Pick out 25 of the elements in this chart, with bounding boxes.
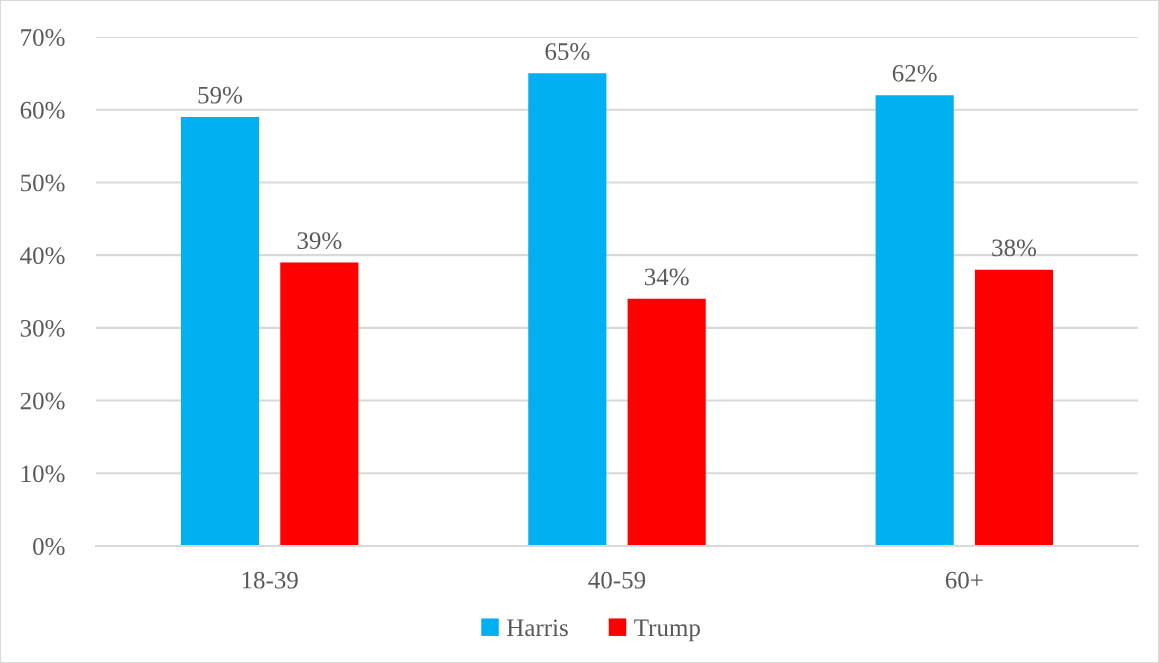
data-label: 62% — [892, 64, 937, 82]
x-tick-label: 18-39 — [242, 571, 298, 589]
data-label: 34% — [644, 268, 689, 286]
y-tick-label: 70% — [21, 29, 65, 46]
bar — [974, 269, 1054, 546]
bar — [280, 262, 359, 546]
data-label: 39% — [297, 232, 342, 250]
y-tick-label: 10% — [21, 465, 65, 483]
y-tick-label: 0% — [33, 538, 65, 555]
y-tick-label: 50% — [21, 174, 65, 192]
bar — [528, 73, 607, 546]
bar — [627, 298, 706, 546]
x-tick-label: 60+ — [945, 571, 983, 589]
legend-label: Trump — [634, 619, 700, 642]
y-tick-label: 60% — [20, 101, 65, 119]
data-label: 59% — [198, 86, 243, 104]
data-label: 65% — [545, 43, 590, 61]
bar — [180, 116, 260, 546]
data-label: 38% — [992, 239, 1037, 257]
y-tick-label: 30% — [20, 319, 65, 337]
x-tick-label: 40-59 — [588, 571, 646, 589]
y-tick-label: 20% — [20, 392, 65, 410]
legend-label: Harris — [506, 619, 568, 637]
y-tick-label: 40% — [20, 247, 65, 265]
bar — [875, 95, 954, 546]
